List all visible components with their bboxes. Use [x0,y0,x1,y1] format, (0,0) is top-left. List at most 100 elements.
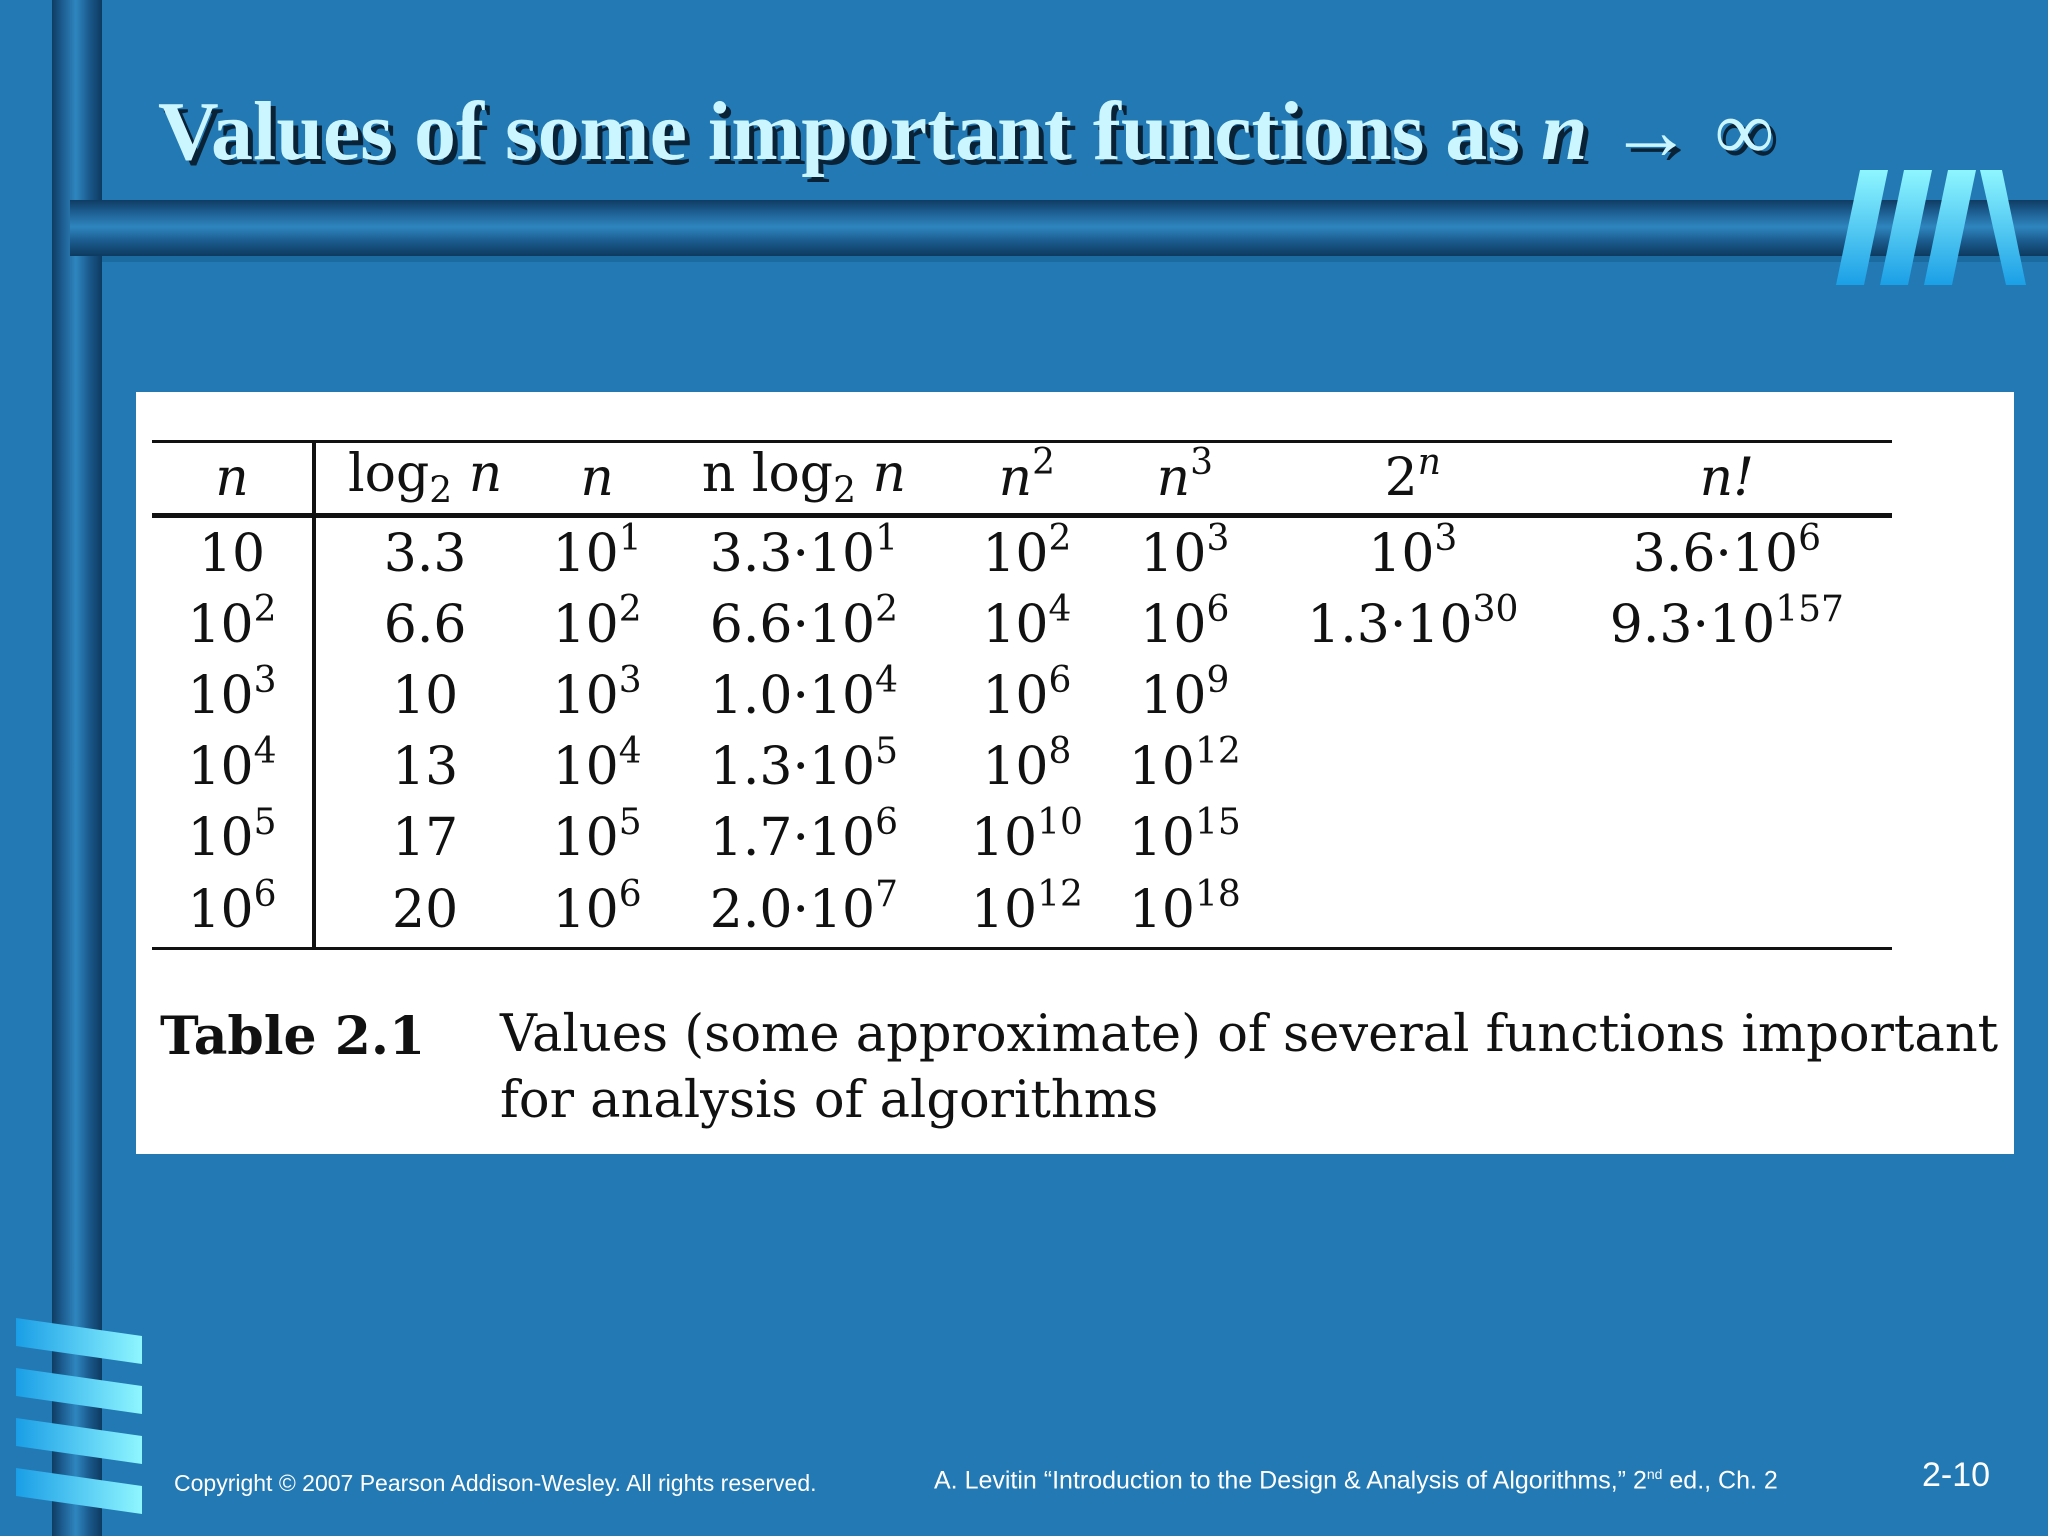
cell-base: 10 [187,594,254,655]
cell-exponent: 6 [253,874,277,915]
slide-title: Values of some important functions as n … [158,84,1774,180]
cell-base: 10 [982,594,1049,655]
table-cell: 102 [534,589,660,660]
cell-exponent: 6 [1048,659,1072,701]
cell-base: 1.3·10 [709,736,876,797]
table-cell: 3.3 [314,516,534,590]
cell-exponent: 30 [1472,588,1519,630]
cell-base: 1.0·10 [709,665,876,726]
table-row: 10 3.3 101 3.3·101 102 103 103 3.6·106 [152,515,1892,590]
table-cell: 102 [152,589,316,660]
table-cell: 1.7·106 [660,802,948,873]
cell-base: 3.3 [383,523,467,584]
cell-exponent: 15 [1195,801,1241,843]
header-2-to-n: 2n [1263,440,1562,518]
cell-base: 9.3·10 [1609,594,1776,655]
cell-base: 10 [552,807,619,868]
cell-exponent: 6 [1798,517,1822,559]
cell-base: 10 [970,880,1038,940]
table-cell [1562,802,1892,873]
table-cell: 2.0·107 [659,873,948,950]
table-cell: 1012 [947,873,1106,950]
cell-base: 17 [392,807,459,868]
cell-exponent: 2 [875,588,899,630]
table-cell [1562,660,1892,731]
table-cell: 105 [152,802,316,873]
header-n-linear: n [534,440,660,518]
cell-base: 10 [187,807,254,868]
cell-base: 10 [1140,665,1207,726]
caption-line-2: for analysis of algorithms [500,1071,1159,1130]
cell-base: 1.7·10 [709,807,876,868]
footer-reference: A. Levitin “Introduction to the Design &… [934,1466,1778,1495]
table-cell: 106 [1106,589,1264,660]
cell-exponent: 7 [875,874,899,915]
cell-base: 13 [392,736,459,797]
cell-exponent: 9 [1206,659,1230,701]
cell-base: 10 [1368,523,1435,584]
table-cell: 105 [534,802,660,873]
caption-line-1: Values (some approximate) of several fun… [500,1005,1999,1064]
cell-base: 6.6·10 [709,594,876,655]
cell-base: 3.3·10 [709,523,876,584]
cell-exponent: 5 [875,730,899,772]
cell-base: 10 [1140,594,1207,655]
table-cell: 1015 [1106,802,1264,873]
cell-exponent: 4 [618,730,642,772]
title-math: n → ∞ [1540,85,1774,178]
table-cell: 103 [152,659,316,731]
table-cell: 1010 [948,802,1106,873]
table-cell: 20 [314,873,535,950]
cell-exponent: 2 [1048,517,1072,559]
table-cell: 10 [314,660,534,731]
cell-exponent: 4 [253,730,277,772]
cell-base: 2.0·10 [709,880,876,940]
cell-base: 20 [392,880,459,940]
table-cell: 106 [152,873,316,950]
title-text: Values of some important functions as [158,85,1541,178]
table-cell: 104 [948,589,1106,660]
cell-base: 10 [1128,736,1196,797]
cell-exponent: 18 [1195,874,1241,915]
header-n-squared: n2 [947,440,1106,518]
table-header-row: n log2 n n n log2 n n2 n3 2n n! [152,440,1892,518]
cell-exponent: 5 [618,801,642,843]
caption-text: Values (some approximate) of several fun… [500,1002,2000,1134]
cell-base: 1.3·10 [1307,594,1473,655]
table-row: 104 13 104 1.3·105 108 1012 [152,731,1892,802]
table-cell: 109 [1106,660,1264,731]
cell-exponent: 3 [1434,517,1458,559]
table-cell: 108 [948,731,1106,802]
table-cell: 9.3·10157 [1562,589,1892,660]
cell-exponent: 3 [253,659,277,701]
cell-exponent: 12 [1037,874,1083,915]
table-cell: 102 [948,516,1106,590]
cell-exponent: 2 [618,588,642,630]
cell-exponent: 3 [618,659,642,701]
striped-m-logo-icon [1836,170,2026,285]
cell-exponent: 1 [618,517,642,559]
header-bar-shadow [102,256,2048,262]
table-cell: 103 [1106,516,1264,590]
cell-base: 6.6 [383,594,467,655]
table-cell [1562,731,1892,802]
table-row: 106 20 106 2.0·107 1012 1018 [152,873,1892,950]
cell-base: 10 [982,523,1049,584]
table-cell: 104 [152,730,316,802]
cell-base: 10 [970,807,1038,868]
header-n-factorial: n! [1561,440,1892,518]
cell-base: 10 [392,665,459,726]
table-cell [1263,873,1562,950]
cell-base: 10 [982,736,1049,797]
cell-exponent: 6 [618,874,642,915]
cell-exponent: 4 [875,659,899,701]
table-cell: 106 [948,660,1106,731]
cell-base: 3.6·10 [1632,523,1799,584]
footer-copyright: Copyright © 2007 Pearson Addison-Wesley.… [174,1470,817,1496]
cell-base: 10 [982,665,1049,726]
left-frame-bar [52,0,102,1536]
cell-base: 10 [187,880,254,940]
table-cell [1264,731,1562,802]
header-n: n [152,440,316,518]
table-cell: 13 [314,731,534,802]
